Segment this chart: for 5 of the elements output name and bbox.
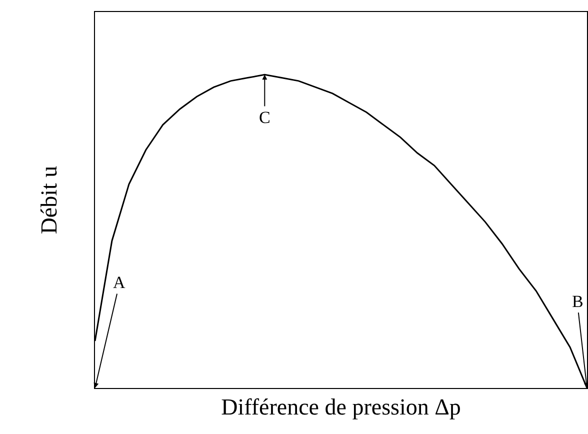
x-axis-title: Différence de pression Δp bbox=[221, 394, 461, 420]
annotation: A bbox=[113, 273, 126, 292]
annotation: B bbox=[572, 292, 584, 311]
y-axis-title: Débit u bbox=[36, 165, 62, 234]
annotation: C bbox=[259, 108, 270, 127]
